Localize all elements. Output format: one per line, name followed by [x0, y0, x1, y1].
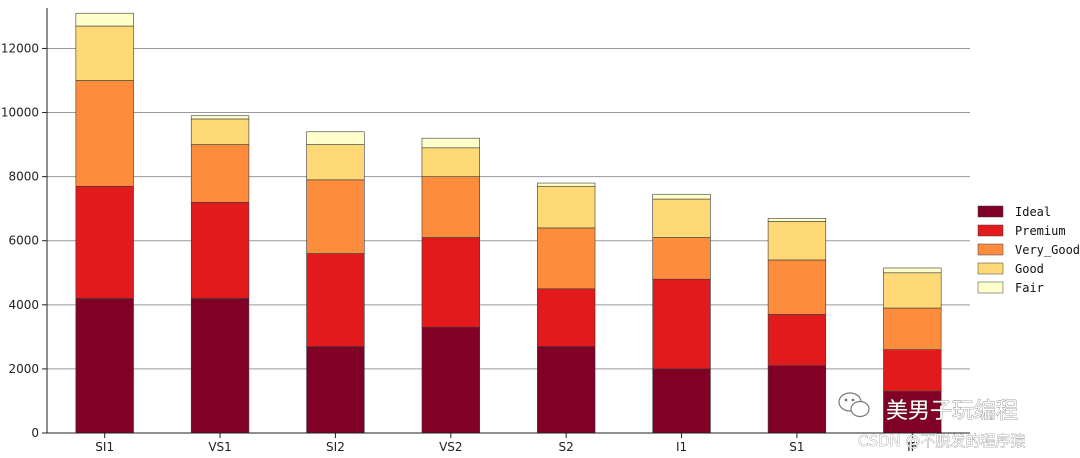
x-tick-label: VS1: [208, 440, 231, 454]
bar-good-i1: [652, 198, 711, 238]
bar-fair-si1: [75, 12, 134, 27]
y-axis-ticks: 0 2000 4000 6000 8000 10000 12000: [1, 41, 47, 440]
axes: [46, 8, 970, 434]
bar-very-good-if: [883, 307, 942, 350]
bar-premium-if: [883, 349, 942, 392]
wechat-icon: [838, 392, 870, 418]
bar-fair-vs2: [421, 137, 480, 149]
y-tick-label: 12000: [1, 41, 39, 55]
bar-ideal-i1: [652, 368, 711, 434]
bar-ideal-vs1: [190, 298, 250, 434]
y-tick-label: 0: [31, 426, 39, 440]
bar-premium-s1: [767, 314, 827, 367]
y-tick-label: 8000: [8, 170, 39, 184]
gridlines: [47, 47, 970, 370]
bar-very-good-s1: [767, 259, 827, 315]
bar-fair-si2: [306, 131, 365, 145]
bar-fair-s1: [767, 217, 827, 222]
watermark: 美男子玩编程 CSDN @不脱发的程序猿: [838, 392, 1026, 450]
x-tick-label: SI1: [95, 440, 114, 454]
y-tick-label: 2000: [8, 362, 39, 376]
bar-ideal-si1: [75, 298, 134, 434]
bar-fair-if: [883, 267, 942, 274]
bar-good-vs2: [421, 147, 480, 177]
bar-premium-s2: [537, 288, 596, 347]
legend: Ideal Premium Very_Good Good Fair: [977, 205, 1080, 295]
bar-very-good-s2: [537, 227, 596, 290]
bar-fair-s2: [537, 182, 596, 187]
bar-fair-vs1: [190, 115, 250, 120]
bar-good-si2: [306, 144, 365, 181]
y-tick-label: 6000: [8, 234, 39, 248]
x-axis-ticks: SI1 VS1 SI2 VS2 S2 I1 S1 IF: [95, 433, 918, 454]
legend-swatch-premium: [977, 224, 1004, 237]
bar-very-good-si1: [75, 80, 134, 187]
bar-very-good-vs2: [421, 176, 480, 238]
bar-fair-i1: [652, 193, 711, 200]
y-tick-label: 4000: [8, 298, 39, 312]
legend-swatch-ideal: [977, 205, 1004, 218]
bars: [75, 12, 942, 434]
bar-very-good-i1: [652, 237, 711, 280]
x-tick-label: S2: [559, 440, 574, 454]
bar-good-if: [883, 272, 942, 309]
bar-ideal-vs2: [421, 326, 480, 434]
bar-premium-si2: [306, 253, 365, 347]
legend-label-fair: Fair: [1015, 281, 1044, 295]
bar-premium-vs2: [421, 237, 480, 328]
y-tick-label: 10000: [1, 106, 39, 120]
legend-swatch-very-good: [977, 243, 1004, 256]
legend-swatch-good: [977, 262, 1004, 275]
x-tick-label: IF: [907, 440, 918, 454]
bar-very-good-vs1: [190, 144, 250, 203]
x-tick-label: VS2: [439, 440, 462, 454]
bar-very-good-si2: [306, 179, 365, 254]
legend-label-ideal: Ideal: [1015, 205, 1051, 219]
bar-good-si1: [75, 25, 134, 81]
bar-premium-vs1: [190, 201, 250, 299]
legend-label-good: Good: [1015, 262, 1044, 276]
bar-ideal-si2: [306, 346, 365, 434]
bar-good-s2: [537, 185, 596, 229]
bar-premium-si1: [75, 185, 134, 299]
x-tick-label: I1: [676, 440, 687, 454]
bar-ideal-s1: [767, 365, 827, 434]
watermark-main: 美男子玩编程: [886, 399, 1018, 424]
legend-label-premium: Premium: [1015, 224, 1066, 238]
bar-premium-i1: [652, 278, 711, 370]
x-tick-label: SI2: [326, 440, 345, 454]
bar-ideal-s2: [537, 346, 596, 434]
watermark-sub: CSDN @不脱发的程序猿: [858, 432, 1026, 450]
bar-good-s1: [767, 221, 827, 261]
bar-good-vs1: [190, 118, 250, 145]
legend-label-very-good: Very_Good: [1015, 243, 1080, 257]
x-tick-label: S1: [789, 440, 804, 454]
legend-swatch-fair: [977, 281, 1004, 294]
